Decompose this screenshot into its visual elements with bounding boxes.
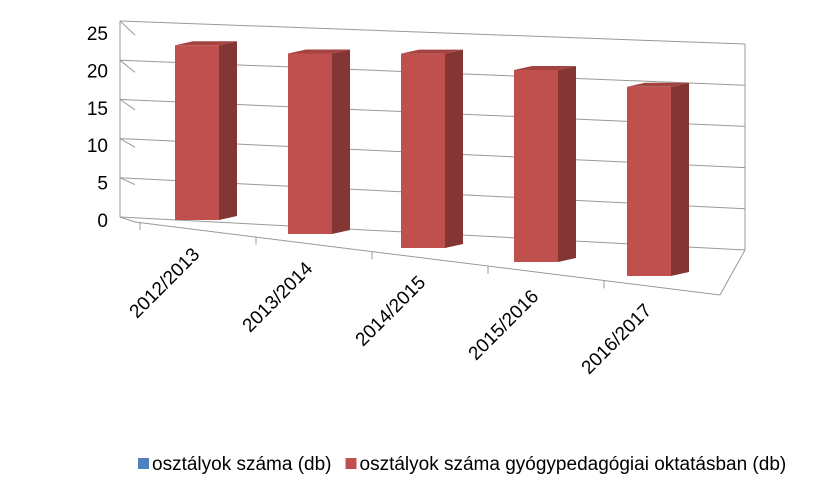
bar-top bbox=[627, 82, 689, 87]
floor-edge bbox=[134, 221, 721, 296]
bar-side bbox=[558, 65, 576, 262]
bar-top bbox=[401, 49, 463, 54]
grid-line bbox=[119, 20, 136, 36]
grid-line bbox=[119, 177, 136, 186]
x-tick-label: 2014/2015 bbox=[352, 272, 430, 350]
x-tick-label: 2013/2014 bbox=[239, 258, 318, 337]
bar-front bbox=[401, 53, 445, 248]
y-tick-label: 15 bbox=[87, 99, 108, 120]
floor-edge bbox=[719, 249, 746, 296]
y-tick-label: 10 bbox=[87, 136, 108, 157]
bar-front bbox=[175, 45, 219, 221]
bar-side bbox=[445, 49, 463, 248]
bar bbox=[401, 49, 463, 248]
bar bbox=[288, 49, 350, 235]
bar bbox=[514, 65, 576, 262]
grid-line bbox=[119, 98, 136, 111]
x-tick-label: 2016/2017 bbox=[578, 300, 656, 378]
legend-swatch bbox=[345, 458, 357, 469]
y-tick-label: 25 bbox=[87, 24, 108, 45]
x-tick-label: 2012/2013 bbox=[126, 244, 204, 322]
y-tick-label: 20 bbox=[87, 61, 108, 82]
bar bbox=[175, 41, 237, 221]
bar-top bbox=[514, 65, 576, 70]
bar-side bbox=[671, 82, 689, 276]
bar-front bbox=[514, 69, 558, 262]
bar-front bbox=[288, 53, 332, 235]
bar-side bbox=[332, 49, 350, 235]
bar-top bbox=[175, 41, 237, 46]
bar-side bbox=[219, 41, 237, 221]
y-tick-label: 5 bbox=[97, 174, 108, 195]
legend-swatch bbox=[138, 458, 149, 469]
bar bbox=[627, 82, 689, 276]
grid-line bbox=[119, 216, 136, 223]
grid-line bbox=[119, 59, 136, 73]
grid-line bbox=[119, 138, 136, 148]
bar-top bbox=[288, 49, 350, 54]
legend-label: osztályok száma (db) bbox=[152, 454, 332, 475]
x-tick-label: 2015/2016 bbox=[465, 286, 543, 364]
grid-line bbox=[119, 20, 746, 45]
bar-front bbox=[627, 86, 671, 276]
legend-label: osztályok száma gyógypedagógiai oktatásb… bbox=[360, 454, 787, 475]
y-tick-label: 0 bbox=[97, 211, 108, 232]
